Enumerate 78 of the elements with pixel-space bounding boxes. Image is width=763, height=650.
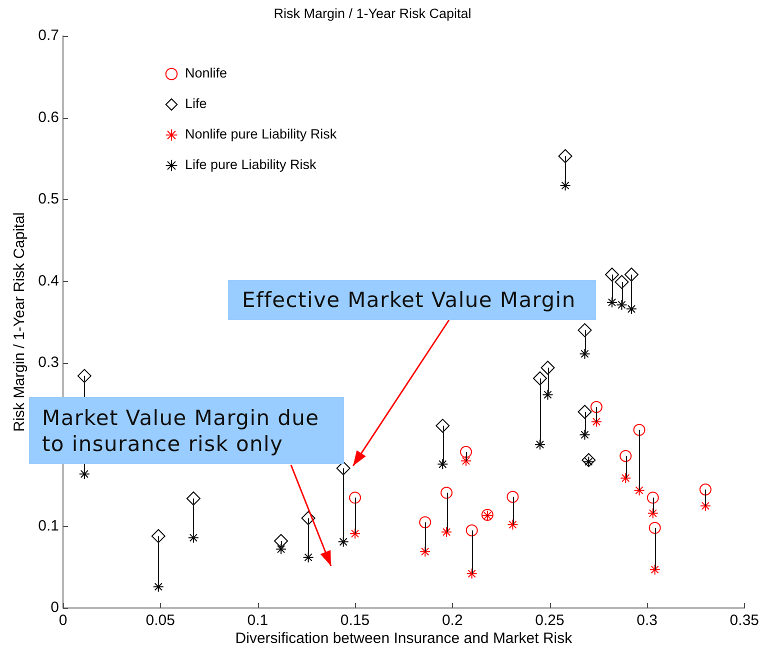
point: [507, 519, 518, 530]
point: [302, 552, 314, 563]
y-tick-label: 0.3: [38, 354, 59, 371]
point: [558, 149, 572, 164]
point: [634, 484, 645, 496]
point: [532, 371, 547, 386]
point: [560, 180, 571, 192]
legend-label: Life: [185, 96, 207, 112]
point: [152, 581, 164, 592]
point: [338, 536, 349, 548]
x-tick-label: 0.3: [636, 612, 658, 630]
point: [646, 492, 659, 504]
point: [633, 424, 646, 436]
point: [700, 500, 711, 512]
point: [506, 490, 519, 503]
point: [274, 534, 288, 548]
point: [440, 486, 453, 499]
point: [466, 568, 478, 580]
x-tick-label: 0.15: [340, 612, 370, 630]
point: [616, 299, 628, 310]
point: [620, 472, 632, 484]
legend-label: Life pure Liability Risk: [185, 157, 317, 172]
point: [276, 544, 287, 555]
x-tick-label: 0.05: [146, 612, 175, 630]
point: [460, 455, 472, 466]
point: [460, 446, 472, 458]
point: [542, 389, 554, 400]
point: [648, 522, 661, 534]
point: [419, 516, 432, 528]
point: [649, 564, 660, 576]
chart-title: Risk Margin / 1-Year Risk Capital: [274, 6, 472, 21]
y-axis-title: Risk Margin / 1-Year Risk Capital: [11, 212, 28, 432]
point: [186, 492, 200, 506]
point: [301, 511, 316, 526]
point: [151, 529, 166, 544]
point: [540, 360, 555, 375]
annotation: Effective Market Value Margin: [242, 287, 576, 313]
point: [349, 492, 362, 504]
legend-label: Nonlife: [185, 66, 228, 81]
point: [605, 268, 620, 282]
point: [466, 524, 478, 536]
point: [350, 528, 361, 540]
y-tick-label: 0.6: [38, 108, 59, 126]
point: [624, 268, 638, 282]
point: [620, 450, 632, 462]
x-tick-label: 0.2: [442, 612, 463, 630]
point: [77, 368, 92, 383]
y-tick-label: 0.1: [38, 517, 59, 534]
point: [441, 526, 452, 538]
x-axis-title: Diversification between Insurance and Market Risk: [235, 630, 573, 648]
annotation: Market Value Margin due to insurance risk only: [42, 404, 320, 456]
point: [420, 546, 431, 558]
point: [614, 274, 629, 289]
point: [606, 296, 618, 308]
x-tick-label: 0.1: [247, 612, 268, 630]
y-tick-label: 0: [50, 599, 59, 616]
point: [582, 453, 596, 468]
y-tick-label: 0.7: [38, 27, 59, 44]
point: [647, 508, 658, 519]
point: [590, 416, 602, 428]
point: [579, 348, 590, 360]
point: [437, 458, 448, 470]
point: [626, 303, 637, 314]
legend-label: Nonlife pure Liability Risk: [185, 126, 337, 142]
point: [436, 418, 450, 433]
point: [578, 404, 592, 419]
point: [188, 532, 199, 544]
x-tick-label: 0.25: [535, 612, 564, 630]
point: [336, 461, 350, 476]
point: [699, 484, 712, 496]
point: [579, 429, 590, 440]
y-tick-label: 0.4: [38, 272, 59, 290]
point: [78, 468, 90, 480]
y-tick-label: 0.5: [38, 190, 59, 208]
point: [590, 400, 602, 413]
x-tick-label: 0.35: [730, 612, 760, 630]
point: [534, 439, 546, 450]
point: [578, 323, 592, 338]
